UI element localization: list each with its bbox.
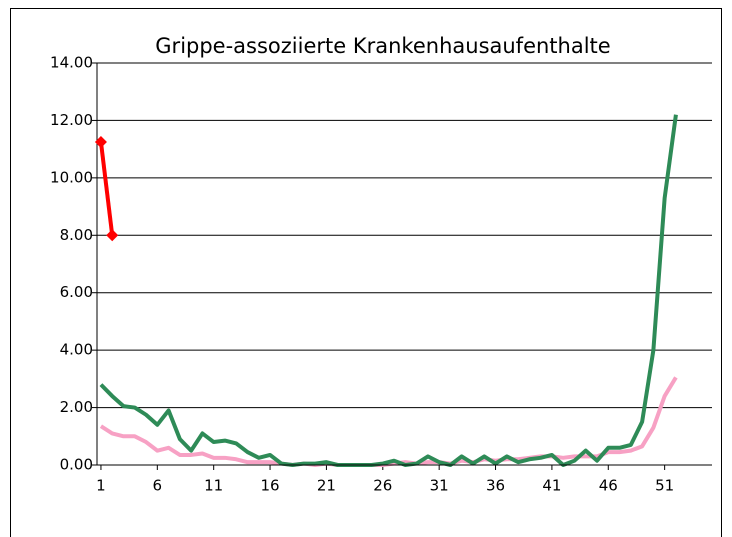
x-tick-label: 31 — [430, 477, 449, 495]
y-tick-label: 2.00 — [60, 398, 93, 416]
y-tick-label: 6.00 — [60, 283, 93, 301]
series-marker — [106, 229, 119, 242]
x-tick-label: 36 — [486, 477, 505, 495]
x-tick-label: 1 — [96, 477, 106, 495]
chart-title: Grippe-assoziierte Krankenhausaufenthalt… — [155, 34, 610, 58]
x-tick-label: 16 — [261, 477, 280, 495]
y-tick-label: 4.00 — [60, 341, 93, 359]
x-tick-label: 11 — [204, 477, 223, 495]
x-tick-label: 51 — [655, 477, 674, 495]
y-tick-label: 12.00 — [50, 111, 93, 129]
x-tick-label: 41 — [542, 477, 561, 495]
x-tick-label: 21 — [317, 477, 336, 495]
series-line — [98, 141, 115, 236]
series-line — [99, 114, 678, 467]
series-marker — [94, 135, 107, 148]
y-tick-label: 0.00 — [60, 456, 93, 474]
y-tick-label: 8.00 — [60, 226, 93, 244]
x-tick-label: 26 — [373, 477, 392, 495]
y-tick-label: 14.00 — [50, 54, 93, 72]
chart-frame — [10, 8, 722, 537]
x-tick-label: 6 — [153, 477, 163, 495]
y-tick-label: 10.00 — [50, 168, 93, 186]
x-tick-label: 46 — [599, 477, 618, 495]
